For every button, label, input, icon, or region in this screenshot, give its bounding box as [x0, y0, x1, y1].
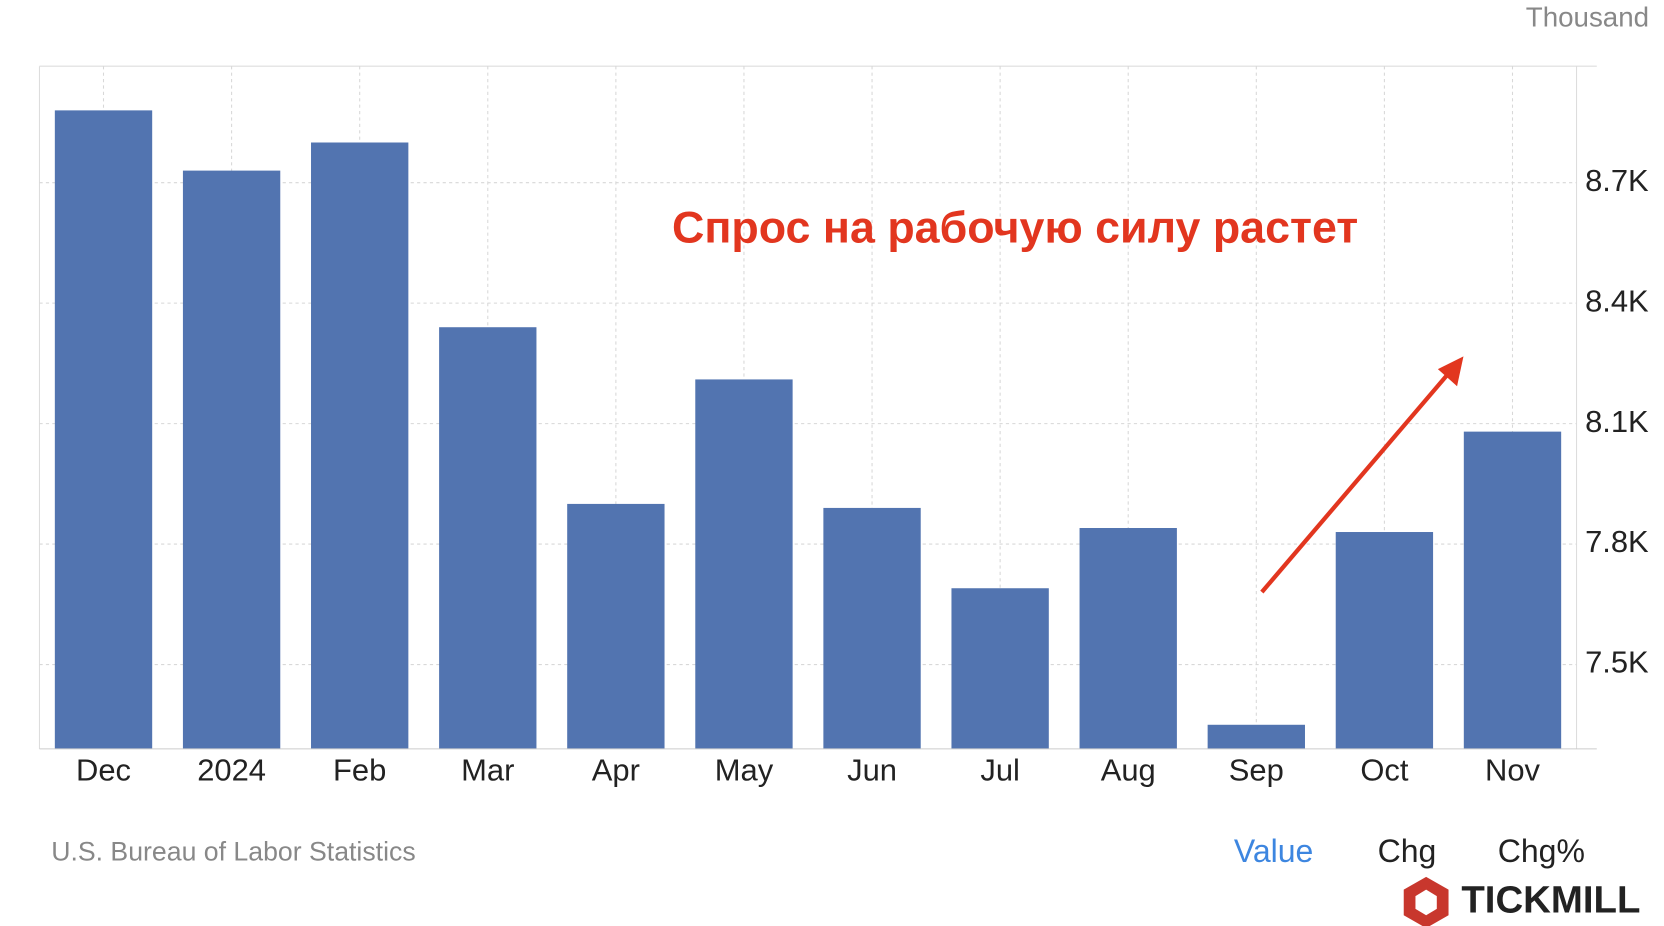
logo-inner	[1415, 889, 1437, 916]
x-tick-label: Nov	[1485, 753, 1541, 788]
bar	[951, 588, 1049, 749]
annotation: Спрос на рабочую силу растет	[672, 202, 1358, 252]
arrow	[1260, 372, 1451, 594]
bar	[182, 170, 281, 749]
x-tick-label: Mar	[461, 753, 514, 788]
bar	[823, 507, 921, 749]
bar	[695, 379, 793, 749]
arrow-head	[1437, 356, 1464, 387]
bar	[1463, 431, 1562, 749]
bar	[439, 327, 537, 749]
x-tick-label: Feb	[333, 753, 386, 788]
bar	[1207, 724, 1305, 749]
x-tick-label: Apr	[592, 753, 640, 788]
x-tick-label: May	[715, 753, 774, 788]
x-tick-label: Jun	[847, 753, 897, 788]
y-tick-label: 8.4K	[1585, 283, 1649, 318]
tab[interactable]: Chg	[1378, 833, 1437, 869]
tab[interactable]: Value	[1234, 833, 1313, 869]
bar	[1079, 528, 1177, 749]
brand: TICKMILL	[1461, 879, 1640, 922]
x-tick-label: Sep	[1229, 753, 1284, 788]
bar	[1335, 532, 1434, 749]
source: U.S. Bureau of Labor Statistics	[51, 836, 415, 866]
bar	[311, 142, 409, 749]
x-tick-label: Oct	[1360, 753, 1409, 788]
x-tick-label: Jul	[980, 753, 1020, 788]
y-tick-label: 7.5K	[1585, 645, 1649, 680]
bar	[567, 503, 665, 749]
unit-label: Thousand	[1526, 2, 1649, 33]
y-tick-label: 8.1K	[1585, 404, 1649, 439]
tab[interactable]: Chg%	[1498, 833, 1585, 869]
x-tick-label: 2024	[197, 753, 266, 788]
bars	[54, 110, 1562, 749]
x-tick-label: Dec	[76, 753, 131, 788]
y-tick-label: 8.7K	[1585, 163, 1649, 198]
bar	[54, 110, 153, 749]
x-tick-label: Aug	[1101, 753, 1156, 788]
y-tick-label: 7.8K	[1585, 524, 1649, 559]
